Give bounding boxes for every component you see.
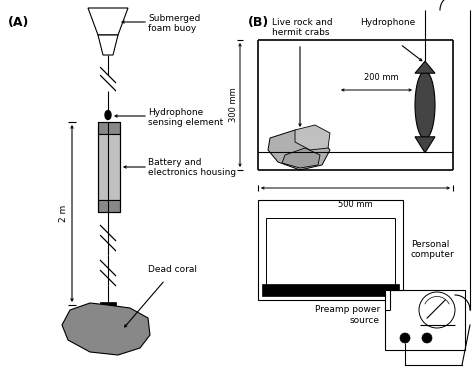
Polygon shape	[295, 125, 330, 150]
Circle shape	[422, 333, 432, 343]
Polygon shape	[88, 8, 128, 35]
Polygon shape	[282, 148, 320, 168]
Text: Dead coral: Dead coral	[148, 265, 197, 274]
Text: 500 mm: 500 mm	[338, 200, 373, 209]
Bar	[385, 290, 465, 350]
Polygon shape	[415, 137, 435, 153]
Text: Hydrophone
sensing element: Hydrophone sensing element	[148, 108, 223, 128]
Text: Submerged
foam buoy: Submerged foam buoy	[148, 14, 201, 33]
Polygon shape	[415, 61, 435, 73]
Text: Personal
computer: Personal computer	[411, 240, 455, 260]
Bar	[98, 122, 120, 212]
Bar	[98, 134, 120, 200]
Bar	[98, 122, 120, 134]
Text: Preamp power
source: Preamp power source	[315, 305, 380, 325]
Polygon shape	[98, 35, 118, 55]
Circle shape	[419, 292, 455, 328]
Text: Battery and
electronics housing: Battery and electronics housing	[148, 158, 236, 177]
Polygon shape	[62, 303, 150, 355]
Bar	[258, 200, 403, 300]
Bar	[100, 302, 116, 312]
Text: Hydrophone: Hydrophone	[360, 18, 415, 27]
Text: (B): (B)	[248, 16, 269, 29]
Text: 200 mm: 200 mm	[364, 73, 399, 82]
Text: Live rock and
hermit crabs: Live rock and hermit crabs	[272, 18, 333, 38]
Bar	[266, 218, 395, 292]
Text: 300 mm: 300 mm	[229, 88, 238, 122]
Ellipse shape	[415, 71, 435, 139]
Circle shape	[400, 333, 410, 343]
Text: 2 m: 2 m	[60, 205, 69, 222]
Bar	[262, 284, 399, 296]
Bar	[98, 200, 120, 212]
Text: (A): (A)	[8, 16, 29, 29]
Polygon shape	[268, 130, 330, 170]
Ellipse shape	[105, 111, 111, 120]
